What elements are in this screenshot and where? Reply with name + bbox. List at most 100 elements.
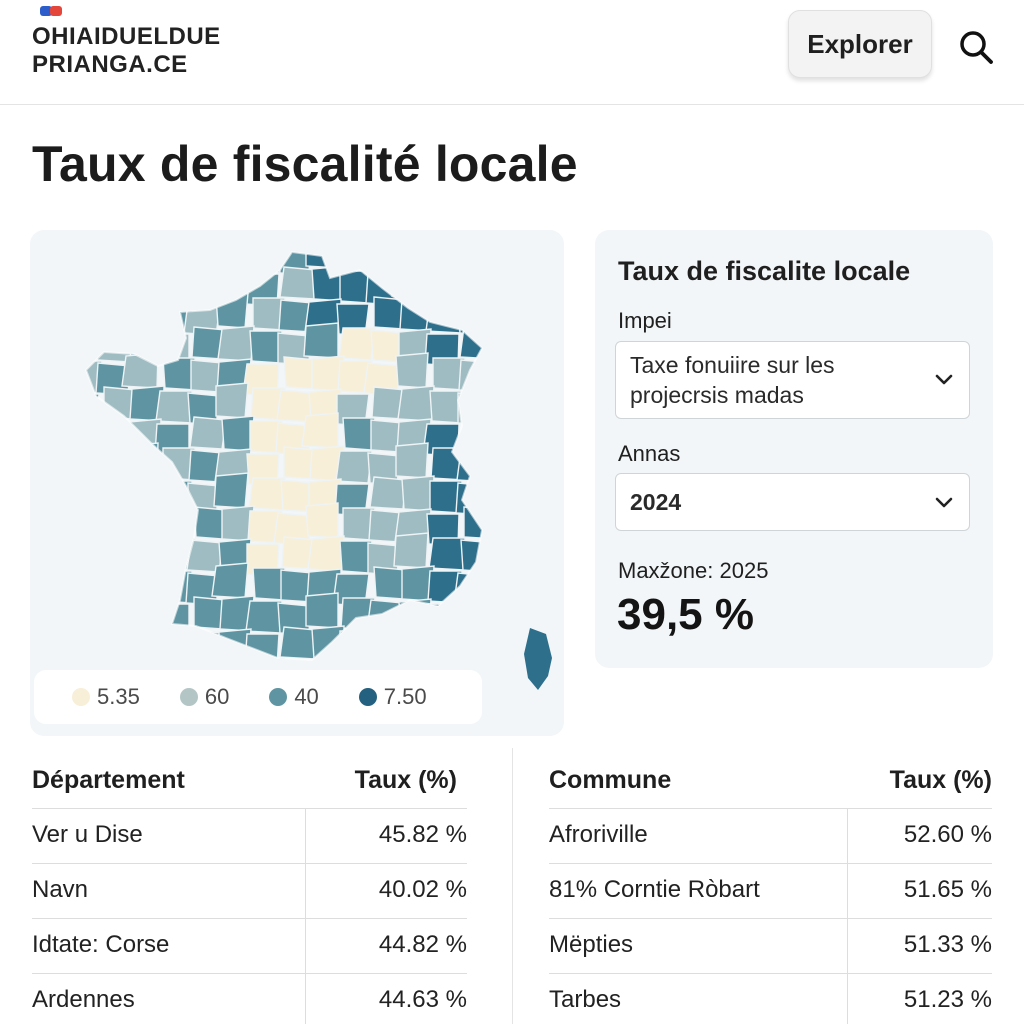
map-department-region[interactable]: [217, 325, 255, 362]
map-department-region[interactable]: [397, 385, 435, 422]
map-department-region[interactable]: [283, 356, 317, 390]
map-department-region[interactable]: [70, 270, 103, 304]
map-department-region[interactable]: [488, 596, 524, 631]
map-department-region[interactable]: [490, 506, 524, 541]
map-department-region[interactable]: [123, 262, 159, 299]
map-department-region[interactable]: [124, 598, 162, 635]
map-department-region[interactable]: [489, 449, 521, 484]
map-department-region[interactable]: [428, 537, 466, 571]
map-department-region[interactable]: [305, 592, 339, 629]
map-department-region[interactable]: [279, 626, 317, 660]
map-department-region[interactable]: [125, 442, 159, 479]
map-department-region[interactable]: [342, 417, 376, 451]
map-department-region[interactable]: [339, 630, 373, 663]
site-logo[interactable]: OHIAIDUELDUE PRIANGA.CE: [32, 6, 232, 78]
map-department-region[interactable]: [492, 326, 524, 361]
search-button[interactable]: [955, 26, 997, 68]
map-department-region[interactable]: [401, 475, 435, 512]
map-department-region[interactable]: [487, 629, 521, 664]
map-department-region[interactable]: [156, 244, 190, 277]
map-department-region[interactable]: [159, 480, 193, 514]
map-department-region[interactable]: [213, 472, 249, 509]
map-department-region[interactable]: [215, 292, 249, 329]
map-department-region[interactable]: [63, 303, 100, 337]
map-department-region[interactable]: [98, 240, 134, 273]
map-department-region[interactable]: [486, 563, 518, 598]
map-department-region[interactable]: [338, 327, 376, 361]
map-department-region[interactable]: [65, 573, 100, 607]
map-department-region[interactable]: [97, 632, 131, 665]
map-department-region[interactable]: [73, 597, 106, 631]
map-department-region[interactable]: [99, 566, 137, 600]
map-department-region[interactable]: [335, 450, 373, 484]
map-department-region[interactable]: [97, 272, 131, 306]
map-department-region[interactable]: [492, 416, 524, 451]
corsica-region[interactable]: [524, 628, 552, 690]
map-department-region[interactable]: [248, 477, 286, 511]
table-row[interactable]: Afroriville 52.60 %: [549, 808, 992, 864]
map-department-region[interactable]: [432, 267, 466, 301]
map-department-region[interactable]: [301, 412, 339, 449]
map-department-region[interactable]: [121, 352, 159, 389]
map-department-region[interactable]: [245, 600, 283, 634]
map-department-region[interactable]: [211, 562, 249, 599]
map-department-region[interactable]: [100, 509, 134, 543]
map-department-region[interactable]: [486, 293, 518, 328]
map-department-region[interactable]: [152, 513, 190, 547]
map-department-region[interactable]: [463, 416, 496, 450]
map-department-region[interactable]: [219, 236, 255, 272]
map-department-region[interactable]: [486, 653, 518, 688]
map-department-region[interactable]: [487, 269, 521, 304]
map-department-region[interactable]: [221, 415, 255, 452]
map-department-region[interactable]: [93, 452, 131, 486]
map-department-region[interactable]: [67, 393, 100, 427]
map-department-region[interactable]: [69, 417, 106, 451]
map-department-region[interactable]: [127, 475, 165, 512]
map-department-region[interactable]: [432, 627, 466, 660]
map-department-region[interactable]: [193, 237, 227, 270]
map-department-region[interactable]: [245, 241, 283, 274]
map-department-region[interactable]: [461, 237, 496, 270]
map-department-region[interactable]: [426, 603, 460, 637]
map-department-region[interactable]: [70, 630, 103, 663]
map-department-region[interactable]: [305, 233, 339, 269]
map-department-region[interactable]: [398, 239, 432, 275]
year-select[interactable]: 2024: [615, 473, 970, 531]
map-department-region[interactable]: [131, 295, 165, 332]
map-department-region[interactable]: [393, 532, 429, 569]
map-department-region[interactable]: [395, 442, 429, 479]
map-department-region[interactable]: [395, 352, 429, 389]
map-department-region[interactable]: [249, 330, 283, 364]
map-department-region[interactable]: [66, 540, 103, 574]
map-department-region[interactable]: [252, 567, 286, 601]
map-department-region[interactable]: [461, 596, 496, 630]
map-department-region[interactable]: [103, 296, 137, 330]
tax-type-select[interactable]: Taxe fonuiire sur les projecrsis madas: [615, 341, 970, 419]
table-row[interactable]: 81% Corntie Ròbart 51.65 %: [549, 863, 992, 919]
table-row[interactable]: Idtate: Corse 44.82 %: [32, 918, 467, 974]
map-department-region[interactable]: [190, 269, 224, 303]
map-department-region[interactable]: [489, 539, 521, 574]
map-department-region[interactable]: [131, 565, 165, 602]
table-row[interactable]: Navn 40.02 %: [32, 863, 467, 919]
map-department-region[interactable]: [189, 416, 227, 450]
map-department-region[interactable]: [429, 390, 463, 424]
map-department-region[interactable]: [481, 472, 518, 509]
table-row[interactable]: Ardennes 44.63 %: [32, 973, 467, 1024]
map-department-region[interactable]: [391, 622, 429, 659]
map-department-region[interactable]: [485, 359, 521, 394]
map-department-region[interactable]: [215, 382, 249, 419]
map-department-region[interactable]: [460, 629, 493, 662]
map-department-region[interactable]: [244, 633, 280, 666]
map-department-region[interactable]: [279, 266, 317, 300]
explore-button[interactable]: Explorer: [788, 10, 932, 78]
map-department-region[interactable]: [123, 622, 159, 659]
map-department-region[interactable]: [98, 599, 134, 633]
map-department-region[interactable]: [73, 238, 106, 271]
map-department-region[interactable]: [73, 507, 106, 541]
map-department-region[interactable]: [305, 502, 339, 539]
map-department-region[interactable]: [67, 483, 100, 517]
table-row[interactable]: Mëpties 51.33 %: [549, 918, 992, 974]
map-department-region[interactable]: [484, 383, 518, 418]
map-department-region[interactable]: [158, 627, 196, 660]
